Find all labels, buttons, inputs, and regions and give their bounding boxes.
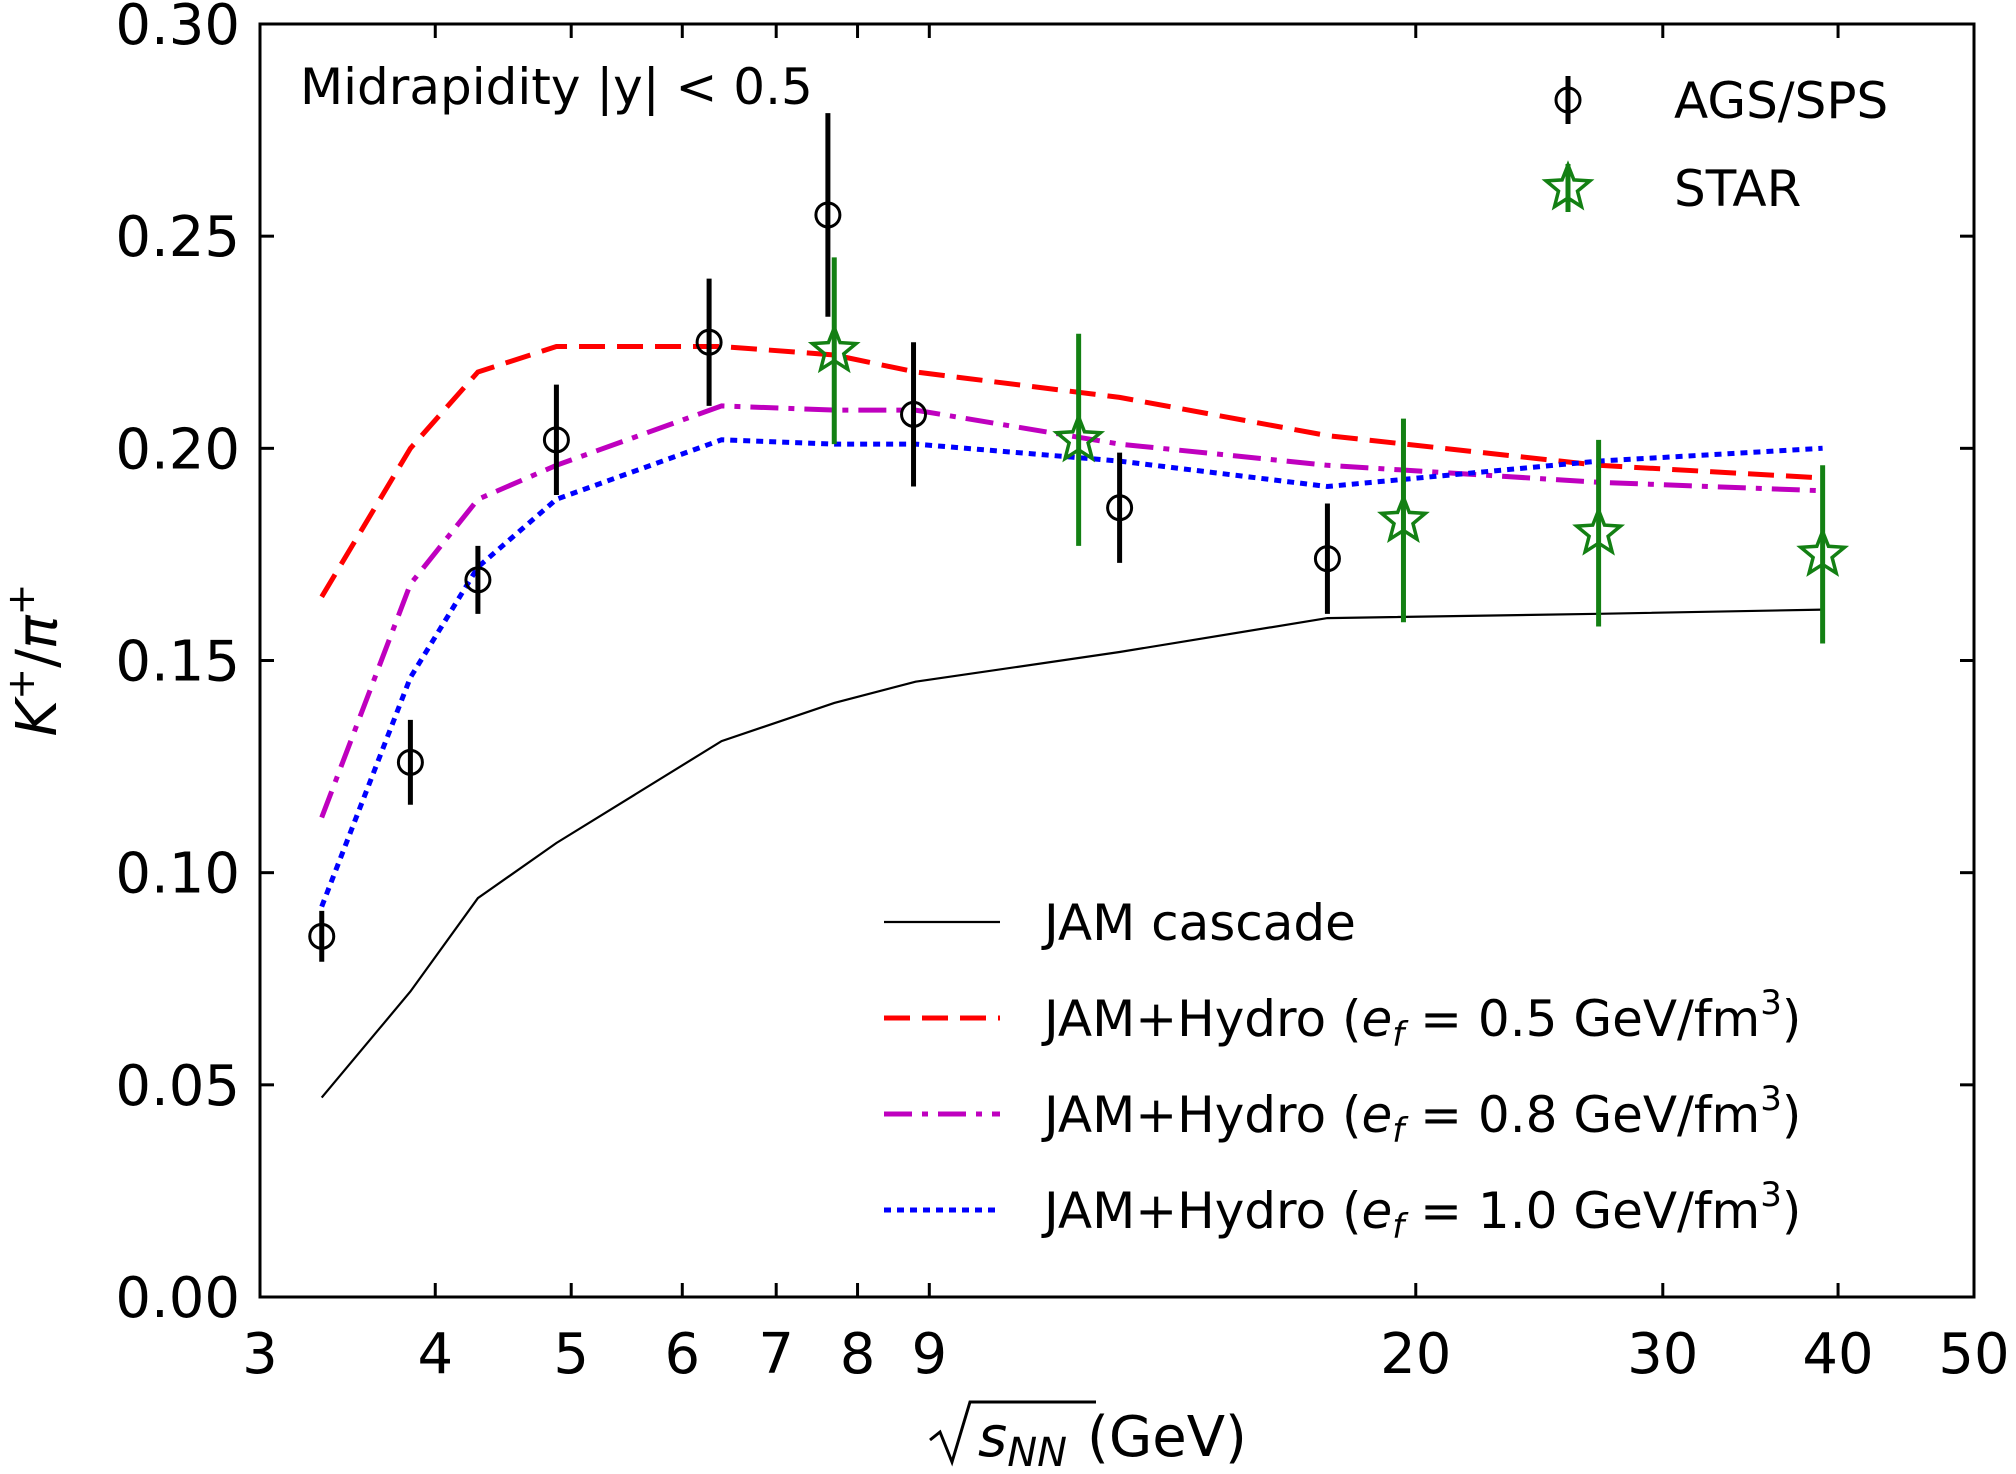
legend-marker-1: [1541, 160, 1595, 211]
x-tick-label-7: 20: [1380, 1322, 1451, 1387]
legend-item-1: STAR: [1541, 160, 1801, 218]
data-point-0-4: [695, 328, 723, 356]
annotation-text: Midrapidity |y| < 0.5: [300, 58, 813, 116]
data-point-1-4: [1796, 526, 1850, 577]
data-point-0-8: [1313, 545, 1341, 573]
series-line-5: [319, 437, 1823, 908]
y-tick-label-5: 0.25: [115, 205, 240, 270]
series-line-3: [319, 344, 1823, 599]
data-point-0-3: [542, 426, 570, 454]
data-point-0-0: [308, 922, 336, 950]
sqrt-sign: [929, 1400, 1096, 1467]
x-tick-label-6: 9: [911, 1322, 947, 1387]
series-points-0: [308, 113, 1341, 962]
data-point-1-0: [807, 322, 861, 374]
x-tick-label-5: 8: [840, 1322, 876, 1387]
data-point-1-1: [1052, 411, 1106, 463]
legend-models: JAM cascade JAM+Hydro (ef = 0.5 GeV/fm3) J…: [884, 894, 1801, 1247]
data-points: [308, 113, 1850, 962]
series-line-4: [319, 403, 1823, 819]
y-tick-label-3: 0.15: [115, 630, 240, 695]
legend-model-item-3: JAM+Hydro (ef = 1.0 GeV/fm3): [884, 1175, 1801, 1247]
legend-model-label-2: JAM+Hydro (ef = 0.8 GeV/fm3): [1041, 1079, 1801, 1151]
data-point-1-2: [1377, 492, 1430, 543]
data-point-1-3: [1572, 505, 1626, 556]
x-tick-label-2: 5: [553, 1322, 589, 1387]
series-points-1: [807, 257, 1850, 644]
data-point-0-7: [1106, 494, 1134, 522]
x-tick-label-9: 40: [1802, 1322, 1873, 1387]
legend-label-1: STAR: [1674, 160, 1801, 218]
series-line-2: [320, 608, 1823, 1099]
legend-item-0: AGS/SPS: [1554, 72, 1888, 130]
data-point-0-5: [814, 201, 842, 229]
legend-model-item-1: JAM+Hydro (ef = 0.5 GeV/fm3): [884, 983, 1801, 1055]
x-tick-label-1: 4: [417, 1322, 453, 1387]
y-axis-title-text: K+/π+: [0, 583, 70, 736]
model-curves: [319, 344, 1823, 1099]
y-tick-label-2: 0.10: [115, 842, 240, 907]
y-tick-label-1: 0.05: [115, 1054, 240, 1119]
data-point-0-2: [464, 566, 492, 594]
y-tick-label-4: 0.20: [115, 417, 240, 482]
legend-model-item-2: JAM+Hydro (ef = 0.8 GeV/fm3): [884, 1079, 1801, 1151]
legend-model-label-3: JAM+Hydro (ef = 1.0 GeV/fm3): [1041, 1175, 1801, 1247]
x-tick-label-0: 3: [242, 1322, 278, 1387]
x-tick-label-4: 7: [758, 1322, 794, 1387]
legend-model-item-0: JAM cascade: [884, 894, 1356, 952]
y-tick-label-0: 0.00: [115, 1266, 240, 1331]
legend-data: AGS/SPS STAR: [1541, 72, 1888, 218]
x-axis-title: sNN (GeV): [929, 1400, 1247, 1474]
data-point-0-6: [900, 400, 928, 428]
x-tick-label-3: 6: [664, 1322, 700, 1387]
y-axis-title: K+/π+: [0, 583, 70, 736]
legend-marker-0: [1554, 86, 1582, 114]
x-tick-label-8: 30: [1627, 1322, 1698, 1387]
legend-model-label-0: JAM cascade: [1041, 894, 1356, 952]
x-tick-label-10: 50: [1938, 1322, 2009, 1387]
plot-frame: [258, 22, 1976, 1299]
data-point-0-1: [396, 748, 424, 776]
tick-labels: 3 4 5 6 7 8 9 20 30 40 50 0.00 0.05 0.10 0.15 0.20 0.25 0…: [115, 0, 2009, 1387]
y-tick-label-6: 0.30: [115, 0, 240, 58]
legend-model-label-1: JAM+Hydro (ef = 0.5 GeV/fm3): [1041, 983, 1801, 1055]
legend-label-0: AGS/SPS: [1674, 72, 1888, 130]
x-axis-title-text: sNN (GeV): [978, 1405, 1247, 1474]
